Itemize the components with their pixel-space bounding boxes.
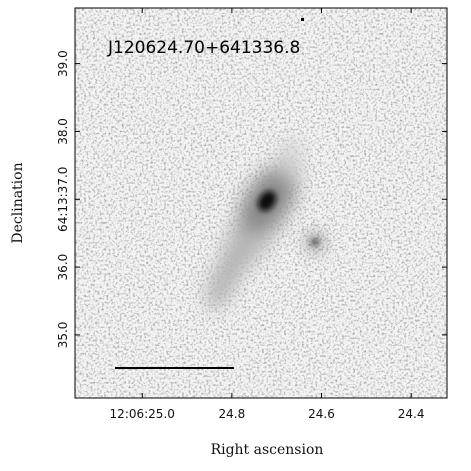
galaxy <box>206 138 323 311</box>
y-tick-label: 38.0 <box>56 118 70 145</box>
x-tick-label: 12:06:25.0 <box>110 407 175 421</box>
x-tick-label: 24.8 <box>219 407 246 421</box>
x-tick-label: 24.6 <box>308 407 335 421</box>
x-tick-label: 24.4 <box>398 407 425 421</box>
annotation: J120624.70+641336.8 <box>107 38 300 58</box>
y-tick-label: 35.0 <box>56 322 70 349</box>
x-axis-label: Right ascension <box>211 442 324 458</box>
y-tick-label: 39.0 <box>56 50 70 77</box>
frame <box>74 7 448 399</box>
sky-image <box>75 8 447 398</box>
y-tick-label: 64:13:37.0 <box>56 167 70 232</box>
y-tick-label: 36.0 <box>56 254 70 281</box>
y-axis-label: Declination <box>10 162 26 243</box>
